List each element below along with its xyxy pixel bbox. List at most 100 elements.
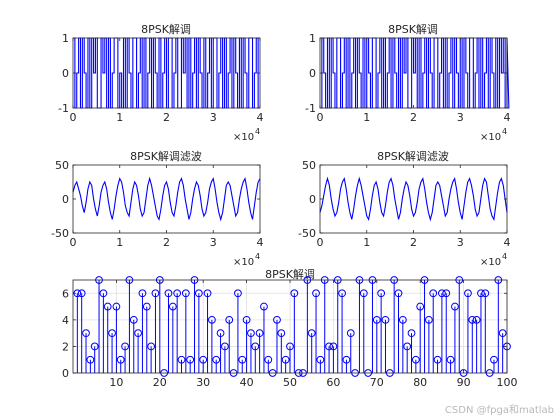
subplot-1-xtick-label: 1 [116, 111, 123, 124]
subplot-5-stem-marker [77, 289, 86, 298]
subplot-3-x-exponent-power: 4 [255, 252, 260, 261]
subplot-5-stem-marker [260, 302, 268, 311]
subplot-1-xtick-label: 4 [257, 111, 264, 124]
subplot-5-stem-marker [477, 289, 485, 298]
subplot-2-ytick-label: -1 [305, 102, 316, 115]
subplot-5-stem-marker [103, 302, 112, 311]
subplot-5-stem-marker [194, 289, 203, 298]
subplot-4-x-exponent: ×10 [480, 257, 501, 268]
subplot-5-stem-marker [142, 302, 151, 311]
subplot-3-xtick-label: 0 [70, 236, 77, 249]
subplot-1: 8PSK解调 0 1 2 3 4-101×104 [58, 22, 263, 143]
subplot-1-x-exponent: ×10 [233, 132, 254, 143]
subplot-5-stem-marker [242, 315, 251, 324]
subplot-1-signal-line [73, 37, 260, 109]
subplot-3-plot-area [73, 165, 260, 233]
subplot-5-xtick-label: 30 [196, 376, 210, 389]
subplot-5-stem-marker [377, 289, 386, 298]
subplot-5-stem-marker [424, 315, 433, 324]
subplot-3-ytick-label: 0 [62, 193, 69, 206]
subplot-5-xtick-label: 40 [240, 376, 254, 389]
subplot-5-stem-marker [138, 289, 147, 298]
subplot-5-stem-marker [203, 289, 212, 298]
subplot-3-xtick-label: 1 [116, 236, 123, 249]
subplot-5-stem-marker [134, 329, 143, 338]
subplot-5-stem-marker [238, 355, 247, 364]
subplot-4-x-exponent-power: 4 [502, 252, 507, 261]
subplot-3-xtick-label: 4 [257, 236, 264, 249]
subplot-5-stem-marker [407, 329, 416, 338]
subplot-5-stem-marker [394, 289, 403, 298]
subplot-5-stem-marker [342, 355, 351, 364]
subplot-5-stem-marker [255, 329, 264, 338]
subplot-2-xtick-label: 2 [410, 111, 417, 124]
subplot-5-stem-marker [90, 342, 99, 351]
subplot-3-title: 8PSK解调滤波 [130, 149, 202, 163]
subplot-3-signal-line [72, 176, 261, 222]
subplot-4-ytick-label: 0 [309, 193, 316, 206]
subplot-5-stem-marker [325, 342, 333, 351]
subplot-5-stem-marker [82, 329, 90, 338]
subplot-1-ytick-label: 1 [62, 32, 69, 45]
subplot-5-stem-marker [147, 342, 156, 351]
subplot-5-stem-marker [464, 289, 472, 298]
subplot-5-ytick-label: 4 [62, 314, 69, 327]
subplot-5-stem-marker [381, 315, 390, 324]
subplot-5-stem-marker [181, 289, 190, 298]
subplot-2-title: 8PSK解调 [388, 22, 438, 36]
subplot-4-xtick-label: 2 [410, 236, 417, 249]
subplot-1-title: 8PSK解调 [141, 22, 191, 36]
subplot-1-x-exponent-power: 4 [255, 127, 260, 136]
subplot-1-xtick-label: 2 [163, 111, 170, 124]
subplot-5-stem-marker [86, 355, 95, 364]
subplot-5-stem-marker [225, 315, 234, 324]
subplot-5-stem-marker [442, 289, 451, 298]
subplot-5-stem-marker [273, 315, 281, 324]
subplot-2-x-exponent-power: 4 [502, 127, 507, 136]
subplot-1-ytick-label: -1 [58, 102, 69, 115]
subplot-5-stem-marker [151, 289, 160, 298]
subplot-3-xtick-label: 2 [163, 236, 170, 249]
subplot-5-stem-marker [281, 355, 290, 364]
subplot-5-stem-marker [490, 355, 498, 364]
subplot-2-xtick-label: 1 [363, 111, 370, 124]
subplot-3-xtick-label: 3 [210, 236, 217, 249]
subplot-5-stem-marker [277, 329, 286, 338]
subplot-5-stem-marker [416, 302, 425, 311]
subplot-5-stem-marker [99, 289, 108, 298]
subplot-3-ytick-label: -50 [51, 227, 69, 240]
subplot-5-stem-marker [286, 342, 294, 351]
subplot-5: 8PSK解调 10 20 30 40 50 60 70 80 90 100 0 2 4 6 [62, 267, 518, 389]
subplot-5-xtick-label: 10 [109, 376, 123, 389]
subplot-3-ytick-label: 50 [55, 159, 69, 172]
subplot-5-stem-marker [116, 355, 125, 364]
subplot-5-stem-marker [472, 315, 481, 324]
subplot-5-stem-marker [290, 289, 299, 298]
subplot-5-stem-marker [312, 289, 320, 298]
subplot-2-x-exponent: ×10 [480, 132, 501, 143]
subplot-5-stem-marker [481, 289, 490, 298]
subplot-5-stem-marker [173, 289, 182, 298]
subplot-5-stem-marker [446, 355, 455, 364]
subplot-5-stem-marker [108, 329, 116, 338]
subplot-5-stem-marker [329, 342, 338, 351]
subplot-4-xtick-label: 1 [363, 236, 370, 249]
subplot-4-xtick-label: 3 [457, 236, 464, 249]
subplot-4-xtick-label: 4 [504, 236, 511, 249]
subplot-2-ytick-label: 0 [309, 67, 316, 80]
subplot-2-xtick-label: 3 [457, 111, 464, 124]
subplot-5-stem-marker [359, 289, 368, 298]
subplot-5-stem-marker [438, 289, 446, 298]
subplot-4-ytick-label: -50 [298, 227, 316, 240]
subplot-5-stem-marker [216, 329, 225, 338]
subplot-5-xtick-label: 60 [326, 376, 340, 389]
subplot-5-stem-marker [251, 342, 260, 351]
subplot-5-title: 8PSK解调 [265, 267, 315, 281]
subplot-5-stem-marker [264, 355, 273, 364]
subplot-5-xtick-label: 50 [283, 376, 297, 389]
subplot-5-stem-marker [403, 342, 412, 351]
subplot-5-stem-marker [247, 329, 255, 338]
subplot-1-ytick-label: 0 [62, 67, 69, 80]
